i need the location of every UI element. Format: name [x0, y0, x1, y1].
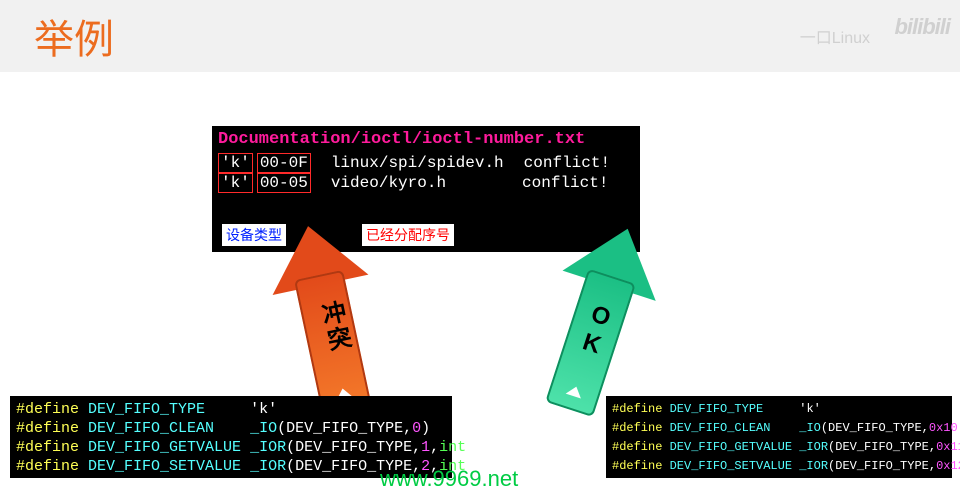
file-text: video/kyro.h	[331, 174, 446, 192]
file-text: linux/spi/spidev.h	[331, 154, 504, 172]
status-text: conflict!	[522, 174, 608, 192]
header-bar: 举例 一口Linux bilibili	[0, 0, 960, 72]
type-box: 'k'	[218, 173, 253, 193]
doc-path: Documentation/ioctl/ioctl-number.txt	[218, 130, 634, 149]
assigned-seq-tag: 已经分配序号	[362, 224, 454, 246]
ioctl-row: 'k' 00-05 video/kyro.h conflict!	[218, 173, 634, 193]
range-box: 00-05	[257, 173, 311, 193]
page-title: 举例	[34, 7, 114, 65]
bilibili-logo: bilibili	[894, 14, 950, 40]
code-block-ok: #define DEV_FIFO_TYPE 'k' #define DEV_FI…	[606, 396, 952, 478]
ioctl-row: 'k' 00-0F linux/spi/spidev.h conflict!	[218, 153, 634, 173]
header-linux-text: 一口Linux	[800, 24, 870, 48]
status-text: conflict!	[524, 154, 610, 172]
conflict-arrow: 冲突	[267, 223, 389, 417]
watermark-text: www.9969.net	[380, 466, 518, 492]
type-box: 'k'	[218, 153, 253, 173]
range-box: 00-0F	[257, 153, 311, 173]
